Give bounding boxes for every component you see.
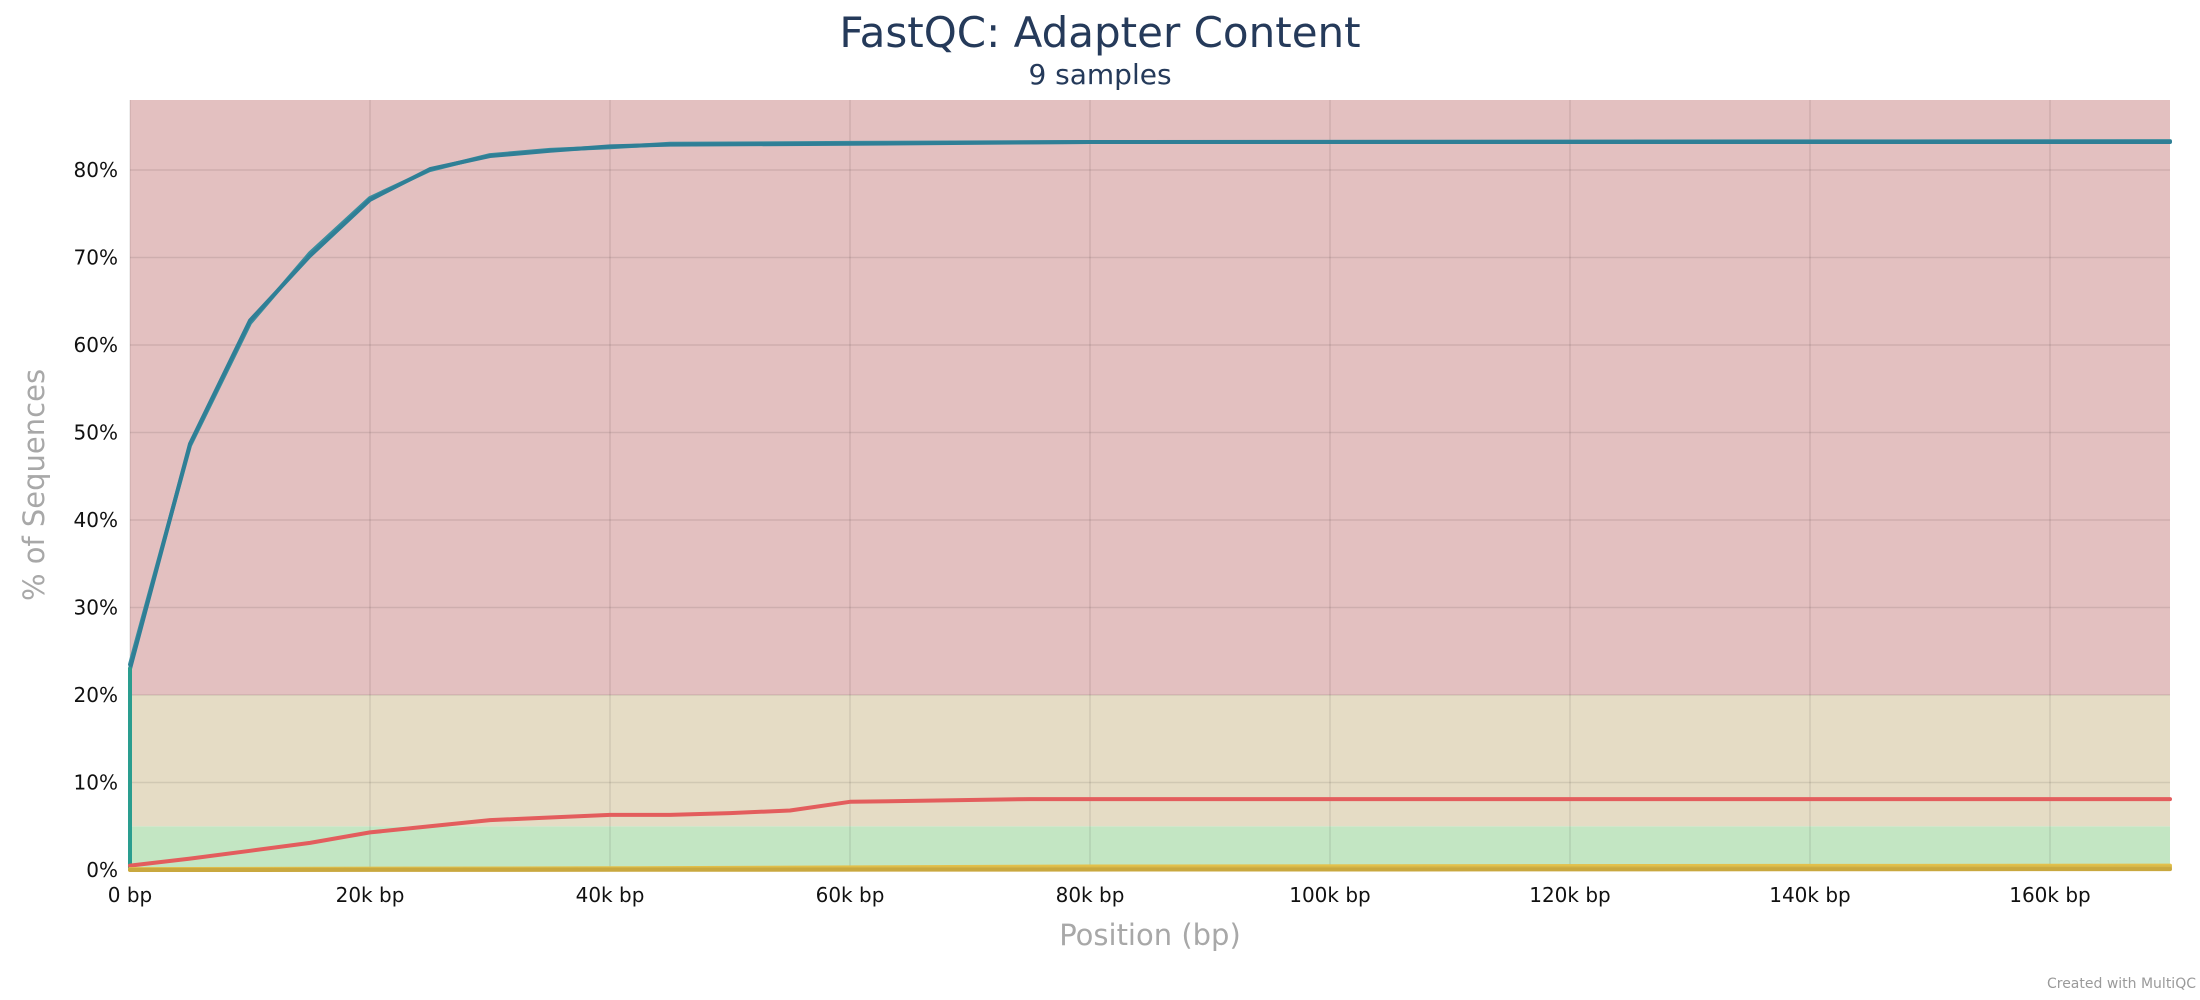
series-lines bbox=[128, 139, 2172, 872]
x-tick-label: 0 bp bbox=[108, 883, 152, 907]
y-tick-label: 20% bbox=[74, 683, 118, 707]
series-line-6 bbox=[128, 867, 2172, 872]
y-tick-label: 60% bbox=[74, 333, 118, 357]
x-tick-label: 60k bp bbox=[816, 883, 885, 907]
x-axis-title: Position (bp) bbox=[1059, 918, 1241, 952]
y-axis-ticks: 0% 10% 20% 30% 40% 50% 60% 70% 80% bbox=[74, 158, 118, 882]
y-tick-label: 0% bbox=[86, 858, 118, 882]
band-1 bbox=[130, 695, 2170, 827]
y-tick-label: 40% bbox=[74, 508, 118, 532]
credit-text: Created with MultiQC bbox=[2046, 976, 2196, 992]
x-tick-label: 40k bp bbox=[576, 883, 645, 907]
series-line-1 bbox=[128, 140, 2172, 671]
chart-subtitle: 9 samples bbox=[1028, 58, 1172, 91]
grid-lines bbox=[129, 100, 2170, 871]
status-bands bbox=[130, 100, 2170, 870]
y-tick-label: 30% bbox=[74, 596, 118, 620]
y-tick-label: 50% bbox=[74, 421, 118, 445]
x-tick-label: 140k bp bbox=[1769, 883, 1851, 907]
x-axis-ticks: 0 bp 20k bp 40k bp 60k bp 80k bp 100k bp 120k … bbox=[108, 883, 2091, 907]
x-tick-label: 80k bp bbox=[1056, 883, 1125, 907]
chart-title: FastQC: Adapter Content bbox=[839, 8, 1361, 57]
y-tick-label: 10% bbox=[74, 771, 118, 795]
x-tick-label: 120k bp bbox=[1529, 883, 1611, 907]
y-tick-label: 70% bbox=[74, 246, 118, 270]
y-axis-title: % of Sequences bbox=[17, 369, 51, 601]
series-line-3 bbox=[128, 797, 2172, 868]
x-tick-label: 100k bp bbox=[1289, 883, 1371, 907]
x-tick-label: 160k bp bbox=[2009, 883, 2091, 907]
band-0 bbox=[130, 826, 2170, 870]
x-tick-label: 20k bp bbox=[336, 883, 405, 907]
band-2 bbox=[130, 100, 2170, 695]
y-tick-label: 80% bbox=[74, 158, 118, 182]
